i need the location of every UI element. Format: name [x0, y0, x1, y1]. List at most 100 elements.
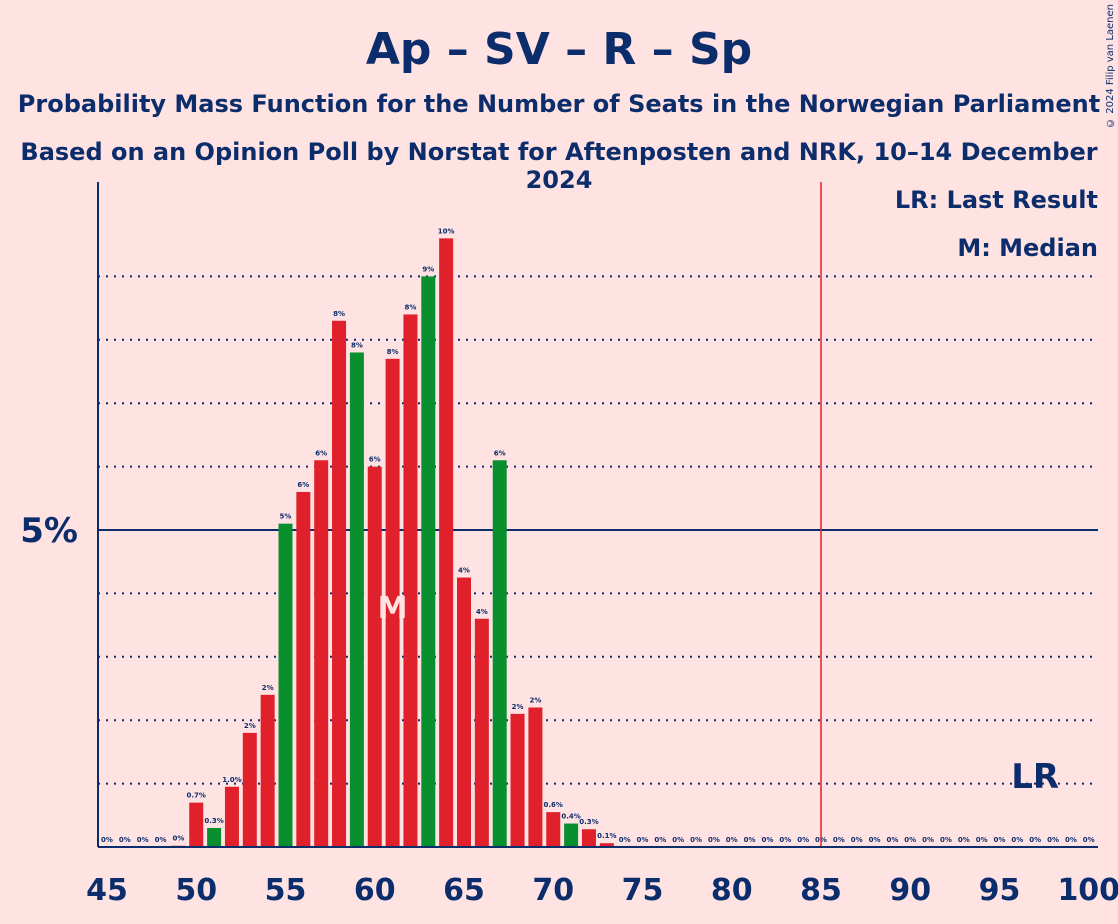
bar-label: 0%	[833, 836, 845, 844]
bar	[403, 314, 418, 847]
bar	[528, 707, 543, 847]
bar-label: 0%	[672, 836, 684, 844]
chart-title: Ap – SV – R – Sp	[365, 24, 753, 75]
bar	[296, 491, 311, 847]
bar-label: 0%	[1047, 836, 1059, 844]
x-tick-label: 55	[265, 873, 307, 908]
bar	[314, 460, 329, 847]
chart-source: Based on an Opinion Poll by Norstat for …	[20, 138, 1098, 194]
bar-label: 9%	[422, 265, 434, 273]
bar	[385, 358, 400, 847]
bar-label: 0.1%	[597, 832, 616, 840]
bar	[457, 577, 471, 847]
bar	[367, 466, 382, 847]
legend-last-result: LR: Last Result	[894, 186, 1098, 214]
x-tick-label: 70	[532, 873, 574, 908]
bar	[564, 823, 579, 847]
x-tick-label: 60	[354, 873, 396, 908]
bar-label: 0%	[1083, 836, 1095, 844]
x-tick-label: 75	[622, 873, 664, 908]
bar-label: 4%	[476, 608, 488, 616]
bar-label: 0%	[1029, 836, 1041, 844]
bar-label: 0%	[1065, 836, 1077, 844]
bar-label: 0%	[797, 836, 809, 844]
bar-label: 0%	[1011, 836, 1023, 844]
bar-label: 0%	[886, 836, 898, 844]
bar-label: 0.3%	[579, 818, 598, 826]
bars	[171, 238, 614, 848]
bar-label: 0%	[101, 836, 113, 844]
bar-label: 0%	[619, 836, 631, 844]
bar-label: 4%	[458, 567, 470, 575]
bar-label: 0%	[762, 836, 774, 844]
bar-label: 0%	[137, 836, 149, 844]
bar	[260, 694, 275, 847]
bar	[189, 802, 204, 847]
bar-label: 0%	[940, 836, 952, 844]
x-tick-label: 80	[711, 873, 753, 908]
bar-label: 2%	[512, 703, 524, 711]
bar-label: 8%	[387, 348, 399, 356]
bar	[349, 352, 364, 847]
chart-subtitle: Probability Mass Function for the Number…	[17, 90, 1101, 118]
y-tick-label: 5%	[20, 511, 78, 551]
bar	[599, 843, 614, 847]
x-tick-label: 100	[1057, 873, 1118, 908]
bar-label: 0%	[726, 836, 738, 844]
axes: 5% 45 50 55 60 65 70 75 80 85 90 95 100	[20, 182, 1118, 908]
bar-label: 0%	[654, 836, 666, 844]
bar-label: 0%	[155, 836, 167, 844]
bar-label: 0%	[637, 836, 649, 844]
last-result-marker: LR	[1011, 757, 1059, 797]
bar-label: 0.4%	[561, 813, 580, 821]
x-tick-label: 85	[800, 873, 842, 908]
x-tick-label: 95	[979, 873, 1021, 908]
bar-label: 6%	[369, 456, 381, 464]
bar	[332, 320, 347, 847]
bar	[224, 786, 239, 847]
bar-label: 0.3%	[204, 817, 223, 825]
bar-label: 0%	[922, 836, 934, 844]
bar-label: 2%	[244, 722, 256, 730]
bar-label: 0%	[708, 836, 720, 844]
bar-label: 6%	[494, 449, 506, 457]
bar	[492, 460, 507, 847]
bar	[278, 523, 293, 847]
bar-label: 6%	[315, 449, 327, 457]
median-marker: M	[378, 591, 408, 626]
bar-label: 8%	[405, 303, 417, 311]
bar-label: 0%	[994, 836, 1006, 844]
bar	[242, 732, 257, 847]
bar	[581, 829, 596, 847]
legend-median: M: Median	[957, 234, 1098, 262]
bar	[439, 238, 454, 848]
x-tick-label: 65	[443, 873, 485, 908]
bar-label: 0%	[976, 836, 988, 844]
bar-label: 0%	[851, 836, 863, 844]
bar-labels: 0% 0% 0% 0% 0% 0.7% 0.3% 1.0% 2% 2% 5% 6% 6% 8% 8% 6% 8%…	[101, 227, 1095, 844]
bar-label: 2%	[262, 684, 274, 692]
bar-label: 1.0%	[222, 776, 241, 784]
bar-label: 8%	[351, 341, 363, 349]
bar-label: 0%	[690, 836, 702, 844]
bar-label: 2%	[529, 697, 541, 705]
bar-label: 0%	[744, 836, 756, 844]
bar	[510, 713, 525, 847]
bar	[207, 827, 222, 847]
bar	[546, 812, 561, 847]
bar-label: 0.7%	[187, 792, 206, 800]
x-tick-label: 50	[175, 873, 217, 908]
bar-label: 0.6%	[544, 801, 563, 809]
bar-label: 0%	[779, 836, 791, 844]
x-tick-label: 45	[86, 873, 128, 908]
bar-label: 8%	[333, 310, 345, 318]
grid-lines	[98, 275, 1098, 785]
bar-label: 0%	[119, 836, 131, 844]
bar	[474, 618, 489, 847]
bar-label: 6%	[297, 481, 309, 489]
bar-label: 0%	[958, 836, 970, 844]
x-tick-label: 90	[889, 873, 931, 908]
bar-label: 5%	[280, 513, 292, 521]
bar-label: 0%	[904, 836, 916, 844]
